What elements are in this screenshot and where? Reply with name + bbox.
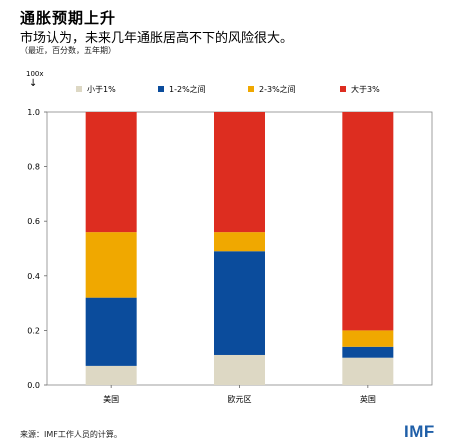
bar-segment <box>214 251 265 355</box>
y-tick-label: 0.8 <box>27 163 40 172</box>
legend-label: 小于1% <box>87 85 116 94</box>
bar-segment <box>85 365 137 385</box>
bar-segment <box>342 112 394 331</box>
legend-swatch <box>76 86 82 92</box>
x-tick-label: 英国 <box>360 394 376 404</box>
y-unit-label: 100x <box>26 70 44 78</box>
y-tick-label: 0.2 <box>27 326 40 335</box>
legend-swatch <box>158 86 164 92</box>
bar-segment <box>85 232 137 298</box>
y-tick-label: 0.0 <box>27 381 40 390</box>
legend-swatch <box>340 86 346 92</box>
y-tick-label: 0.6 <box>27 217 40 226</box>
bar-segment <box>342 346 394 358</box>
bar-segment <box>342 330 394 347</box>
x-tick-label: 美国 <box>103 394 119 404</box>
bar-segment <box>214 232 265 252</box>
down-arrow-icon: ↓ <box>29 78 38 89</box>
y-tick-label: 0.4 <box>27 272 40 281</box>
legend-label: 1-2%之间 <box>169 84 206 94</box>
bar-segment <box>214 112 265 233</box>
bar-segment <box>342 357 394 385</box>
chart-title: 通胀预期上升 <box>20 9 117 27</box>
legend-swatch <box>248 86 254 92</box>
x-tick-label: 欧元区 <box>228 394 252 404</box>
imf-logo: IMF <box>404 422 435 441</box>
bar-segment <box>214 354 265 385</box>
source-note: 来源：IMF工作人员的计算。 <box>20 430 122 439</box>
y-tick-label: 1.0 <box>27 108 40 117</box>
legend-label: 大于3% <box>351 84 380 94</box>
bar-segment <box>85 297 137 366</box>
chart-subtitle: 市场认为，未来几年通胀居高不下的风险很大。 <box>20 31 294 46</box>
legend-label: 2-3%之间 <box>259 84 296 94</box>
chart-note: （最近，百分数，五年期） <box>20 46 116 55</box>
bar-segment <box>85 112 137 233</box>
